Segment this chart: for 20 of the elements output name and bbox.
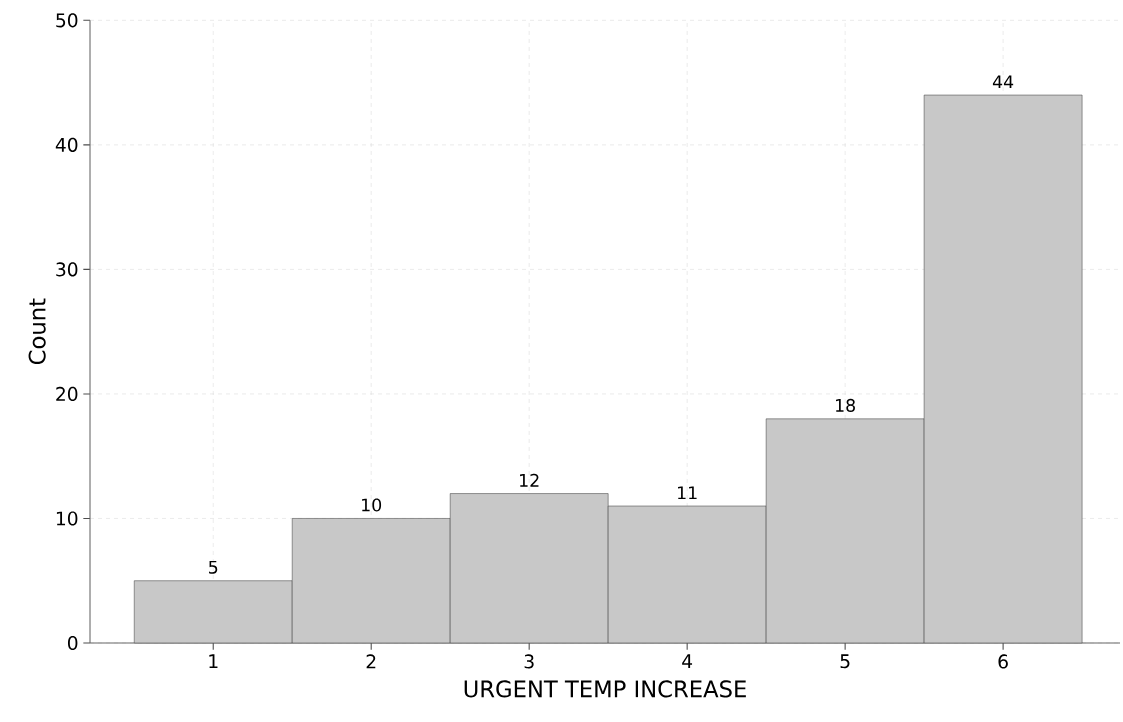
y-axis-title: Count [28, 298, 46, 365]
x-tick-label: 5 [840, 654, 850, 669]
data-label: 10 [362, 498, 382, 512]
data-label: 18 [836, 398, 855, 412]
data-label: 5 [209, 560, 218, 574]
x-tick-label: 1 [209, 654, 218, 668]
data-label: 11 [678, 486, 697, 500]
y-tick-label: 40 [55, 137, 78, 152]
y-tick-label: 50 [56, 13, 78, 28]
x-axis-title: URGENT TEMP INCREASE [464, 680, 746, 698]
x-tick-label: 3 [524, 654, 534, 669]
y-tick-label: 0 [67, 635, 78, 651]
x-tick-label: 4 [682, 654, 693, 668]
x-tick-label: 2 [366, 654, 376, 669]
y-tick-label: 20 [56, 386, 78, 401]
data-label: 12 [520, 473, 539, 487]
y-tick-label: 10 [56, 511, 78, 526]
data-label: 44 [992, 75, 1014, 89]
y-tick-label: 30 [56, 262, 78, 277]
x-tick-label: 6 [998, 654, 1008, 669]
